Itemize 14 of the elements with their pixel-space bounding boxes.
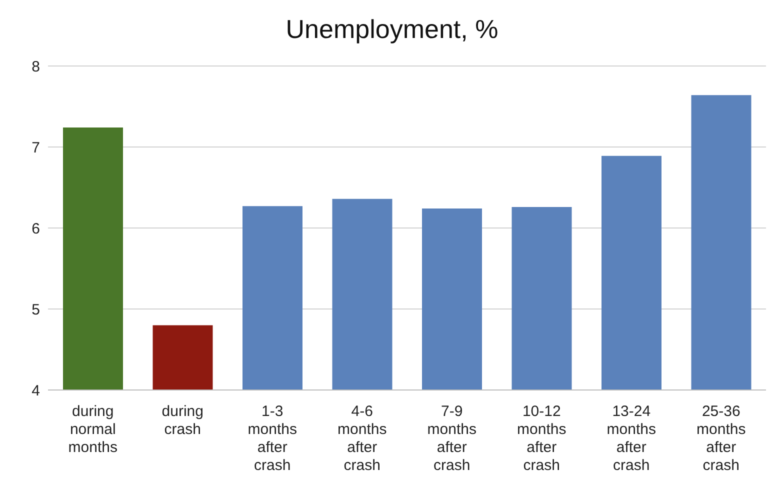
y-tick-label: 5: [32, 301, 40, 318]
x-tick-label: during crash: [162, 403, 204, 438]
y-tick-label: 4: [32, 382, 40, 400]
y-tick-label: 7: [32, 139, 40, 156]
x-tick-label: 1-3 months after crash: [248, 403, 297, 474]
y-tick-label: 6: [32, 220, 40, 238]
x-tick-label: 4-6 months after crash: [338, 403, 387, 474]
x-tick-label: 25-36 months after crash: [696, 403, 746, 474]
chart-title: Unemployment, %: [284, 13, 500, 46]
y-tick-label: 8: [32, 58, 40, 76]
x-tick-label: during normal months: [68, 403, 118, 456]
x-tick-label: 7-9 months after crash: [427, 403, 476, 474]
x-tick-label: 10-12 months after crash: [517, 403, 566, 474]
x-tick-label: 13-24 months after crash: [606, 403, 656, 474]
